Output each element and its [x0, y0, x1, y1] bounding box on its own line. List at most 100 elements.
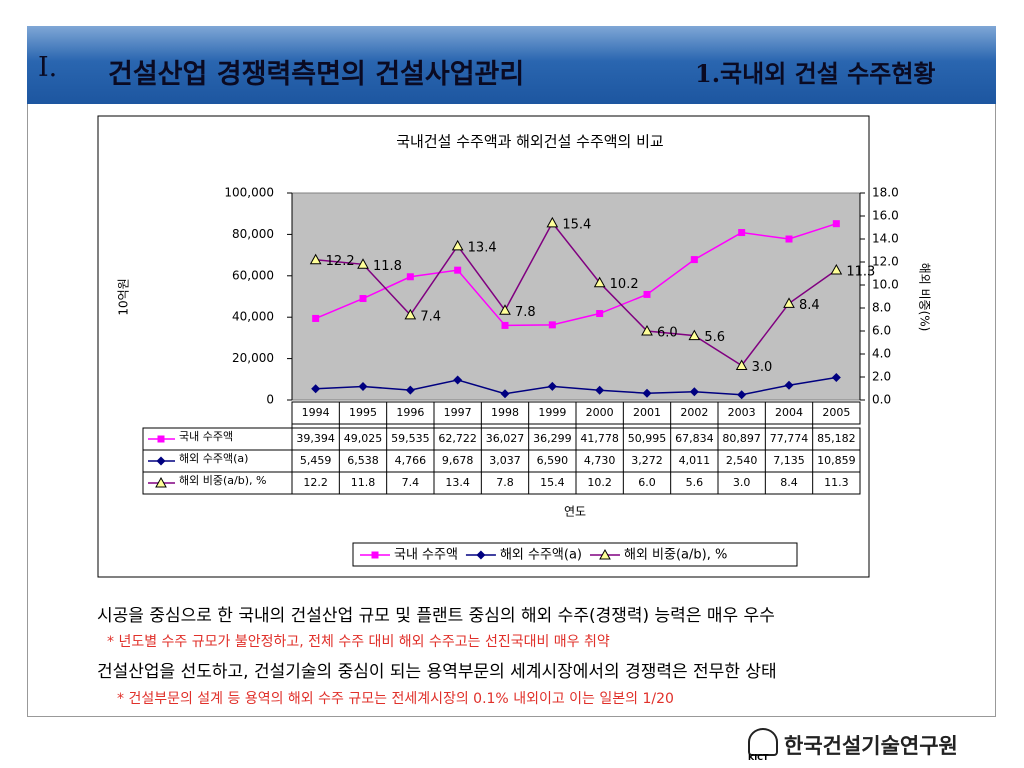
- x-tick-label: 2001: [633, 406, 661, 419]
- table-cell: 10,859: [817, 454, 856, 467]
- chart-title: 국내건설 수주액과 해외건설 수주액의 비교: [396, 133, 663, 151]
- section-number: I.: [38, 52, 58, 83]
- marker: [596, 310, 604, 318]
- x-tick-label: 2005: [822, 406, 850, 419]
- header-title: 건설산업 경쟁력측면의 건설사업관리: [108, 59, 525, 90]
- data-label: 3.0: [752, 360, 773, 375]
- marker: [371, 551, 379, 559]
- table-cell: 50,995: [628, 432, 667, 445]
- y-axis-label: 10억원: [117, 278, 131, 315]
- bullet-note: * 년도별 수주 규모가 불안정하고, 전체 수주 대비 해외 수주고는 선진국…: [107, 634, 610, 650]
- x-tick-label: 2004: [775, 406, 803, 419]
- table-cell: 67,834: [675, 432, 714, 445]
- plot-area: [291, 192, 861, 401]
- data-label: 5.6: [704, 330, 725, 345]
- table-cell: 3,037: [489, 454, 521, 467]
- series-line: [315, 376, 837, 396]
- x-axis-label: 연도: [564, 505, 586, 519]
- x-tick-label: 1994: [302, 406, 330, 419]
- y2-tick-label: 0.0: [872, 393, 891, 407]
- marker: [404, 308, 417, 320]
- table-cell: 15.4: [540, 476, 565, 489]
- table-cell: 4,730: [584, 454, 616, 467]
- marker: [642, 388, 652, 398]
- org-name: 한국건설기술연구원: [784, 734, 958, 758]
- logo-icon: [748, 728, 778, 756]
- y2-tick-label: 4.0: [872, 347, 891, 361]
- x-tick-label: 1999: [538, 406, 566, 419]
- marker: [689, 387, 699, 397]
- data-label: 10.2: [610, 277, 639, 292]
- marker: [501, 321, 509, 329]
- marker: [359, 295, 367, 303]
- table-cell: 6,538: [347, 454, 379, 467]
- x-tick-label: 1997: [444, 406, 472, 419]
- table-cell: 4,766: [395, 454, 427, 467]
- y2-tick-label: 18.0: [872, 186, 899, 200]
- marker: [737, 390, 747, 400]
- x-tick-label: 1996: [396, 406, 424, 419]
- marker: [311, 384, 321, 394]
- marker: [546, 216, 559, 228]
- table-cell: 5,459: [300, 454, 332, 467]
- y-tick-label: 0: [266, 393, 274, 407]
- y-tick-label: 100,000: [224, 186, 274, 200]
- y-tick-label: 20,000: [232, 351, 274, 365]
- table-cell: 77,774: [770, 432, 809, 445]
- y2-tick-label: 14.0: [872, 232, 899, 246]
- marker: [405, 385, 415, 395]
- header-subtitle: 1.국내외 건설 수주현황: [695, 59, 936, 88]
- y2-axis-label: 해외 비중(%): [918, 263, 932, 332]
- marker: [599, 548, 611, 560]
- content-frame: [27, 104, 996, 717]
- table-cell: 62,722: [438, 432, 477, 445]
- table-cell: 6.0: [638, 476, 656, 489]
- table-cell: 36,027: [486, 432, 525, 445]
- y2-tick-label: 10.0: [872, 278, 899, 292]
- table-cell: 3,272: [631, 454, 663, 467]
- data-label: 15.4: [562, 217, 591, 232]
- marker: [309, 253, 322, 265]
- marker: [690, 256, 698, 264]
- data-label: 13.4: [468, 240, 497, 255]
- y2-tick-label: 16.0: [872, 209, 899, 223]
- legend-box: [352, 542, 798, 567]
- table-cell: 85,182: [817, 432, 856, 445]
- data-label: 11.3: [846, 265, 875, 280]
- marker: [500, 389, 510, 399]
- y2-tick-label: 6.0: [872, 324, 891, 338]
- table-cell: 11.8: [351, 476, 376, 489]
- table-cell: 59,535: [391, 432, 430, 445]
- data-label: 11.8: [373, 259, 402, 274]
- marker: [476, 550, 486, 560]
- table-cell: 2,540: [726, 454, 758, 467]
- marker: [312, 314, 320, 322]
- x-tick-label: 1998: [491, 406, 519, 419]
- y2-tick-label: 2.0: [872, 370, 891, 384]
- marker: [738, 229, 746, 237]
- marker: [155, 476, 167, 488]
- marker: [453, 375, 463, 385]
- series-line: [315, 222, 837, 327]
- marker: [641, 324, 653, 336]
- x-tick-label: 2002: [680, 406, 708, 419]
- table-cell: 7,135: [773, 454, 805, 467]
- y-tick-label: 80,000: [232, 227, 274, 241]
- bullet-note: * 건설부문의 설계 등 용역의 해외 수주 규모는 전세계시장의 0.1% 내…: [117, 691, 674, 707]
- table-cell: 3.0: [733, 476, 751, 489]
- bullet: 건설산업을 선도하고, 건설기술의 중심이 되는 용역부문의 세계시장에서의 경…: [97, 662, 777, 682]
- table-cell: 13.4: [445, 476, 470, 489]
- table-cell: 8.4: [780, 476, 798, 489]
- legend-label: 국내 수주액: [394, 548, 458, 563]
- bullet: 시공을 중심으로 한 국내의 건설산업 규모 및 플랜트 중심의 해외 수주(경…: [97, 606, 775, 626]
- table-cell: 7.4: [402, 476, 420, 489]
- table-cell: 41,778: [580, 432, 619, 445]
- marker: [832, 220, 840, 228]
- marker: [499, 304, 511, 315]
- marker: [688, 329, 701, 341]
- y2-tick-label: 12.0: [872, 255, 899, 269]
- table-cell: 49,025: [344, 432, 383, 445]
- table-cell: 39,394: [296, 432, 335, 445]
